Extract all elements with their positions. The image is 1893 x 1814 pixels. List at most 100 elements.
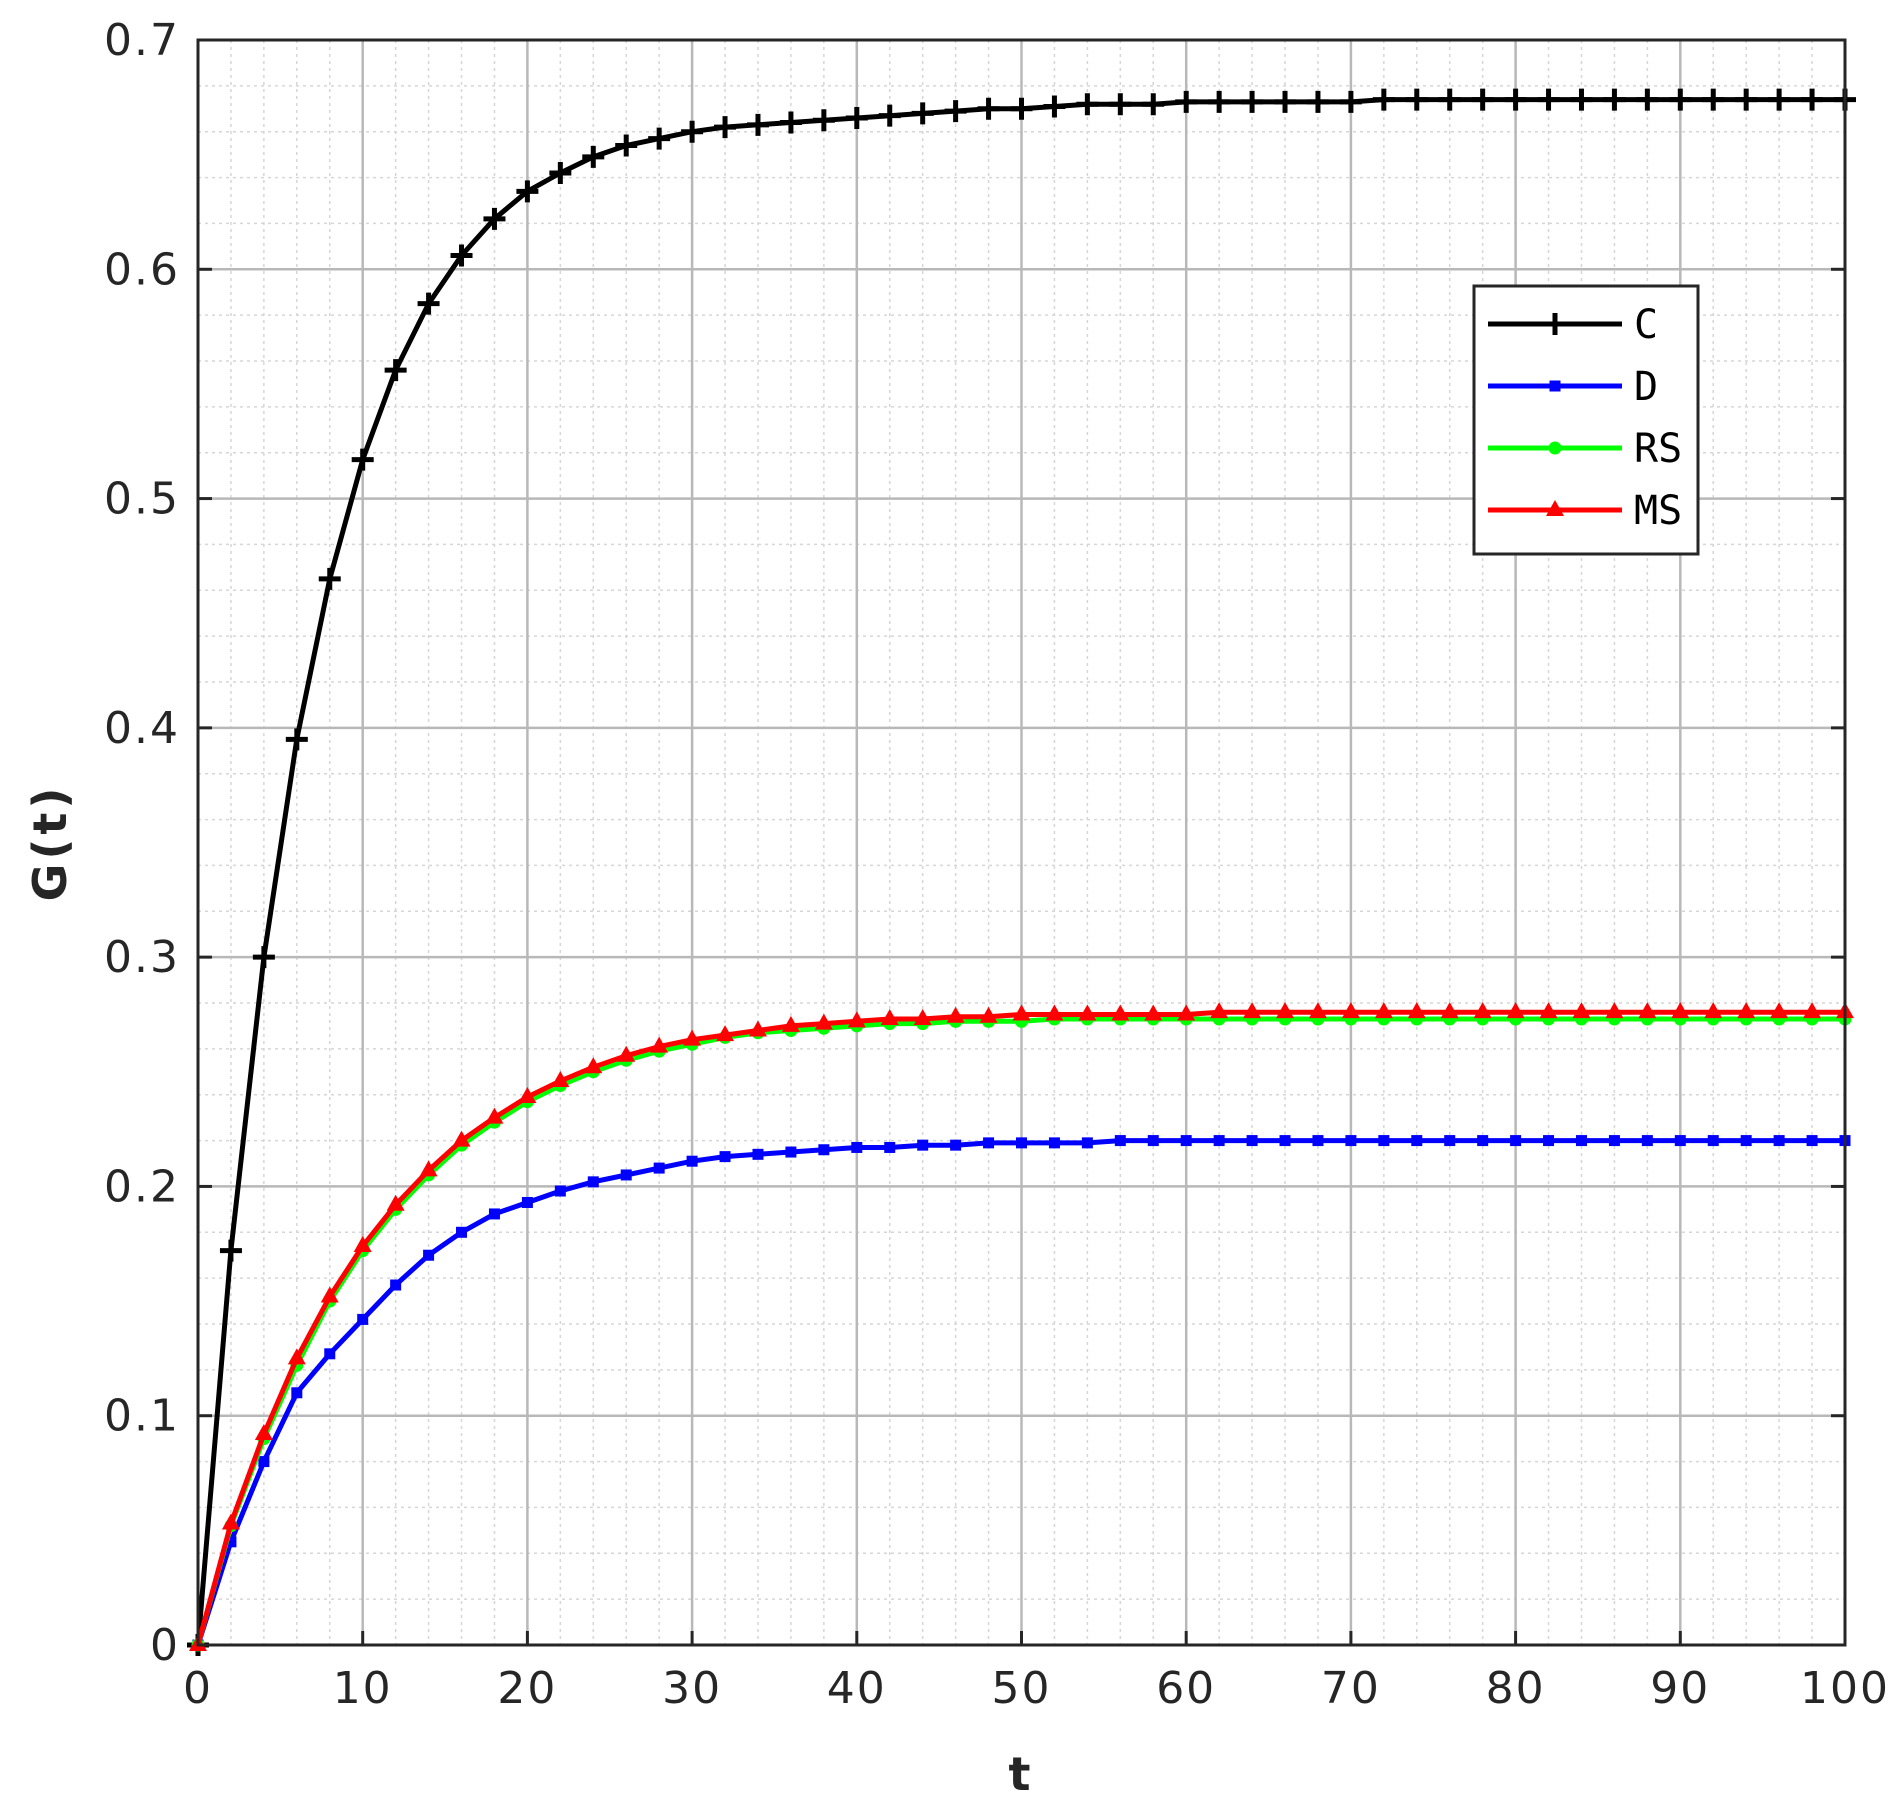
data-point-ms: [946, 1006, 965, 1023]
data-point-ms: [1473, 1002, 1492, 1019]
data-point-ms: [1012, 1004, 1031, 1021]
legend-label: RS: [1634, 426, 1682, 472]
x-tick-label: 90: [1650, 1663, 1710, 1714]
data-point-d: [950, 1139, 962, 1151]
y-tick-label: 0.6: [104, 244, 180, 295]
data-point-d: [291, 1387, 303, 1399]
data-point-c: [219, 1239, 242, 1262]
data-point-c: [1669, 88, 1692, 111]
data-point-c: [1537, 88, 1560, 111]
data-point-ms: [485, 1107, 504, 1124]
data-point-ms: [1671, 1002, 1690, 1019]
data-point-d: [1246, 1135, 1258, 1147]
data-point-ms: [1638, 1002, 1657, 1019]
data-point-d: [620, 1169, 632, 1181]
data-point-d: [390, 1279, 402, 1291]
legend-marker: [1549, 380, 1561, 392]
series-c: [187, 88, 1856, 1656]
data-point-c: [1208, 90, 1231, 113]
data-point-c: [516, 180, 539, 203]
data-point-c: [1405, 88, 1428, 111]
data-point-c: [1339, 90, 1362, 113]
data-point-c: [1801, 88, 1824, 111]
data-point-ms: [1308, 1002, 1327, 1019]
data-point-c: [1142, 93, 1165, 116]
data-point-c: [252, 946, 275, 969]
data-point-ms: [1737, 1002, 1756, 1019]
data-point-d: [488, 1208, 500, 1220]
x-tick-label: 70: [1321, 1663, 1381, 1714]
data-point-c: [1735, 88, 1758, 111]
data-point-ms: [1572, 1002, 1591, 1019]
data-point-d: [456, 1226, 468, 1238]
legend-item-c: C: [1488, 302, 1658, 348]
data-point-ms: [650, 1036, 669, 1053]
data-point-c: [648, 127, 671, 150]
data-point-c: [845, 106, 868, 129]
x-tick-label: 60: [1156, 1663, 1216, 1714]
data-point-ms: [1111, 1004, 1130, 1021]
legend-label: MS: [1634, 488, 1682, 534]
data-point-ms: [221, 1513, 240, 1530]
data-point-c: [549, 161, 572, 184]
data-point-d: [1081, 1137, 1093, 1149]
y-axis-label: G(t): [23, 784, 77, 902]
x-axis-label: t: [1009, 1747, 1035, 1801]
y-tick-label: 0.3: [104, 932, 180, 983]
data-point-c: [582, 145, 605, 168]
data-point-d: [917, 1139, 929, 1151]
data-point-ms: [287, 1348, 306, 1365]
data-point-d: [719, 1151, 731, 1163]
data-point-d: [1411, 1135, 1423, 1147]
data-point-d: [225, 1536, 237, 1548]
data-point-ms: [1440, 1002, 1459, 1019]
y-tick-label: 0.2: [104, 1161, 180, 1212]
data-point-d: [686, 1155, 698, 1167]
data-point-c: [1570, 88, 1593, 111]
data-point-ms: [1803, 1002, 1822, 1019]
legend: CD RS MS: [1472, 284, 1700, 556]
data-point-c: [1076, 93, 1099, 116]
data-point-c: [615, 134, 638, 157]
data-point-ms: [518, 1087, 537, 1104]
data-point-ms: [1177, 1004, 1196, 1021]
data-point-d: [851, 1141, 863, 1153]
data-point-c: [1768, 88, 1791, 111]
data-point-ms: [617, 1045, 636, 1062]
data-point-d: [1114, 1135, 1126, 1147]
legend-item-d: D: [1488, 364, 1658, 410]
data-point-d: [1048, 1137, 1060, 1149]
data-point-d: [1213, 1135, 1225, 1147]
data-point-ms: [814, 1013, 833, 1030]
data-point-d: [884, 1141, 896, 1153]
data-point-c: [1010, 97, 1033, 120]
data-point-ms: [419, 1160, 438, 1177]
data-point-ms: [1506, 1002, 1525, 1019]
data-point-ms: [1243, 1002, 1262, 1019]
data-point-ms: [748, 1020, 767, 1037]
data-point-d: [258, 1456, 270, 1468]
data-point-ms: [1407, 1002, 1426, 1019]
data-point-c: [1372, 88, 1395, 111]
series-d: [192, 1135, 1851, 1651]
data-point-ms: [781, 1015, 800, 1032]
data-point-d: [1806, 1135, 1818, 1147]
data-point-d: [1510, 1135, 1522, 1147]
data-point-d: [1016, 1137, 1027, 1149]
data-point-ms: [320, 1286, 339, 1303]
legend-marker: [1546, 500, 1564, 516]
data-point-c: [1109, 93, 1132, 116]
data-point-c: [384, 359, 407, 382]
data-point-ms: [913, 1009, 932, 1026]
legend-marker: [1548, 441, 1562, 455]
data-point-c: [1274, 90, 1297, 113]
data-point-d: [785, 1146, 797, 1158]
data-point-ms: [847, 1011, 866, 1028]
data-point-c: [911, 102, 934, 125]
data-point-ms: [979, 1006, 998, 1023]
x-axis-ticks: 0 10 20 30 40 50 60 70 80 90 100: [183, 1631, 1888, 1714]
x-tick-label: 20: [497, 1663, 557, 1714]
data-point-d: [1740, 1135, 1752, 1147]
data-point-ms: [716, 1025, 735, 1042]
